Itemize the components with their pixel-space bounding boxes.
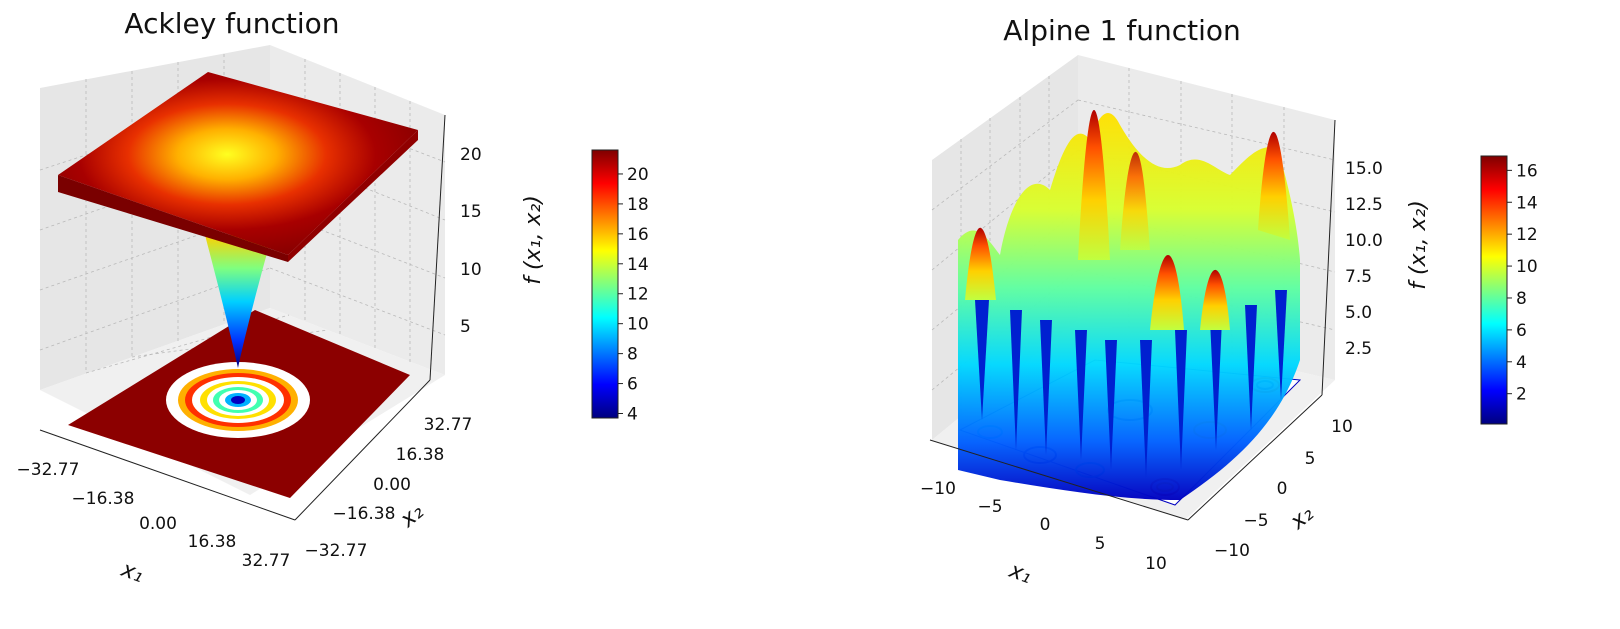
alpine-x-ticks: −10 −5 0 5 10 [920, 479, 1167, 574]
alpine-z-tick-4: 12.5 [1345, 195, 1383, 215]
ackley-x-tick-1: −16.38 [72, 489, 135, 509]
ackley-surface-edge-right [288, 130, 418, 262]
ackley-xlabel: x₁ [117, 557, 147, 588]
ackley-zlabel: f (x₁, x₂) [521, 195, 546, 285]
ackley-colorbar-tick-0: 4 [627, 405, 638, 425]
ackley-colorbar-ticks: 4 6 8 10 12 14 16 18 20 [618, 165, 649, 425]
ackley-colorbar-tick-2: 8 [627, 345, 638, 365]
alpine-chart: −10 −5 0 5 10 10 5 0 −5 −10 2.5 5.0 7.5 … [920, 14, 1538, 589]
alpine-y-tick-0: −10 [1214, 541, 1250, 561]
ackley-z-ticks: 5 10 15 20 [460, 145, 482, 337]
alpine-y-tick-4: 10 [1331, 417, 1353, 437]
ackley-x-ticks: −32.77 −16.38 0.00 16.38 32.77 [17, 460, 291, 571]
ackley-chart: −32.77 −16.38 0.00 16.38 32.77 32.77 16.… [17, 7, 649, 588]
alpine-colorbar-tick-7: 16 [1516, 161, 1538, 181]
alpine-title: Alpine 1 function [1003, 14, 1240, 47]
ackley-y-tick-0: −32.77 [305, 541, 368, 561]
alpine-z-tick-2: 7.5 [1345, 267, 1372, 287]
alpine-xlabel: x₁ [1005, 558, 1035, 589]
ackley-colorbar [591, 149, 619, 419]
alpine-colorbar-tick-4: 10 [1516, 257, 1538, 277]
alpine-colorbar-ticks: 2 4 6 8 10 12 14 16 [1507, 161, 1538, 405]
ackley-z-tick-3: 20 [460, 145, 482, 165]
alpine-surface-peaks [965, 110, 1290, 330]
ackley-y-tick-2: 0.00 [373, 475, 411, 495]
ackley-x-tick-2: 0.00 [139, 514, 177, 534]
ackley-colorbar-tick-4: 12 [627, 285, 649, 305]
ackley-colorbar-tick-6: 16 [627, 225, 649, 245]
alpine-y-tick-2: 0 [1277, 479, 1288, 499]
alpine-colorbar [1480, 155, 1508, 425]
alpine-colorbar-tick-5: 12 [1516, 225, 1538, 245]
alpine-x-tick-1: −5 [977, 497, 1002, 517]
ackley-y-tick-3: 16.38 [396, 445, 445, 465]
alpine-colorbar-tick-3: 8 [1516, 289, 1527, 309]
ackley-z-tick-1: 10 [460, 260, 482, 280]
alpine-x-axis-line [929, 439, 1189, 521]
ackley-funnel [205, 235, 272, 368]
alpine-x-tick-0: −10 [920, 479, 956, 499]
ackley-y-tick-1: −16.38 [333, 504, 396, 524]
alpine-z-ticks: 2.5 5.0 7.5 10.0 12.5 15.0 [1345, 159, 1383, 359]
alpine-z-tick-5: 15.0 [1345, 159, 1383, 179]
alpine-zlabel: f (x₁, x₂) [1406, 200, 1431, 290]
alpine-colorbar-tick-6: 14 [1516, 193, 1538, 213]
alpine-x-tick-3: 5 [1095, 534, 1106, 554]
ackley-title: Ackley function [124, 7, 339, 40]
alpine-z-tick-0: 2.5 [1345, 339, 1372, 359]
ackley-x-tick-0: −32.77 [17, 460, 80, 480]
ackley-z-tick-2: 15 [460, 202, 482, 222]
ackley-surface-top [58, 72, 418, 255]
alpine-y-tick-1: −5 [1243, 511, 1268, 531]
ackley-ylabel: x₂ [395, 499, 429, 533]
ackley-y-ticks: 32.77 16.38 0.00 −16.38 −32.77 [305, 415, 473, 561]
alpine-z-axis-line [1321, 119, 1336, 396]
ackley-x-tick-4: 32.77 [242, 551, 291, 571]
alpine-x-tick-4: 10 [1145, 554, 1167, 574]
ackley-y-tick-4: 32.77 [424, 415, 473, 435]
ackley-contour-rings [166, 362, 310, 438]
ackley-colorbar-tick-8: 20 [627, 165, 649, 185]
ackley-y-axis-line [294, 379, 431, 521]
alpine-colorbar-tick-0: 2 [1516, 385, 1527, 405]
alpine-y-ticks: 10 5 0 −5 −10 [1214, 417, 1353, 561]
ackley-colorbar-tick-7: 18 [627, 195, 649, 215]
ackley-x-tick-3: 16.38 [188, 532, 237, 552]
alpine-z-tick-1: 5.0 [1345, 303, 1372, 323]
alpine-z-tick-3: 10.0 [1345, 231, 1383, 251]
alpine-x-tick-2: 0 [1040, 515, 1051, 535]
ackley-z-axis-line [429, 114, 446, 381]
alpine-surface-spikes [975, 290, 1287, 478]
alpine-y-axis-line [1187, 394, 1323, 521]
ackley-surface-edge [58, 175, 288, 262]
alpine-y-tick-3: 5 [1305, 449, 1316, 469]
alpine-colorbar-tick-2: 6 [1516, 321, 1527, 341]
ackley-colorbar-tick-3: 10 [627, 315, 649, 335]
ackley-x-axis-line [39, 429, 296, 521]
ackley-colorbar-tick-5: 14 [627, 255, 649, 275]
ackley-z-tick-0: 5 [460, 317, 471, 337]
ackley-colorbar-tick-1: 6 [627, 375, 638, 395]
alpine-colorbar-tick-1: 4 [1516, 353, 1527, 373]
alpine-ylabel: x₂ [1285, 501, 1319, 535]
